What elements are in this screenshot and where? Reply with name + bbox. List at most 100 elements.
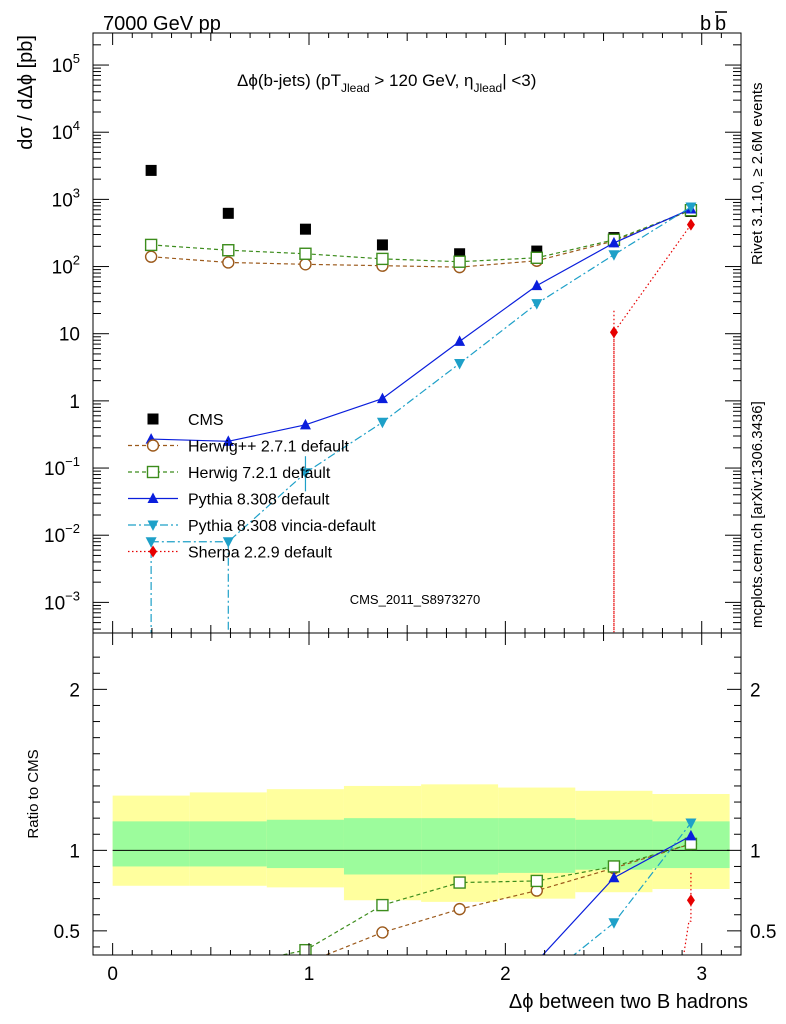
ratio-band-area bbox=[112, 784, 730, 902]
legend-marker bbox=[147, 520, 159, 531]
data-point bbox=[530, 874, 543, 888]
data-point bbox=[299, 418, 311, 430]
data-point bbox=[376, 898, 389, 912]
data-point bbox=[376, 392, 388, 404]
series-line bbox=[572, 822, 692, 955]
data-point bbox=[530, 251, 543, 264]
data-point bbox=[453, 255, 466, 268]
data-point bbox=[531, 279, 543, 291]
uncertainty-band-inner bbox=[189, 821, 267, 867]
header-right: b b bbox=[700, 11, 727, 35]
ratio-y-tick-label-right: 2 bbox=[750, 680, 761, 701]
legend-marker bbox=[146, 465, 160, 479]
legend-label: CMS bbox=[188, 412, 224, 429]
data-point bbox=[686, 218, 695, 231]
legend-marker bbox=[147, 413, 159, 425]
legend-label: Herwig 7.2.1 default bbox=[188, 465, 331, 482]
plot-title: Δϕ(b-jets) (pTJlead > 120 GeV, ηJlead| <… bbox=[237, 71, 536, 95]
data-point bbox=[144, 238, 158, 252]
data-point bbox=[377, 1006, 388, 1017]
mcplots-label: mcplots.cern.ch [arXiv:1306.3436] bbox=[749, 401, 766, 628]
data-point bbox=[531, 980, 542, 991]
series-line bbox=[324, 843, 692, 955]
ratio-series-sherpa bbox=[683, 872, 695, 955]
ratio-y-tick-label: 1 bbox=[69, 841, 80, 862]
header-left: 7000 GeV pp bbox=[103, 13, 221, 35]
ratio-y-axis-label: Ratio to CMS bbox=[25, 749, 42, 838]
data-point bbox=[376, 417, 388, 429]
series-line bbox=[541, 835, 692, 955]
legend: CMS Herwig++ 2.7.1 default Herwig 7.2.1 de… bbox=[128, 412, 376, 562]
watermark: CMS_2011_S8973270 bbox=[350, 592, 481, 607]
header-right-bbar: b bbox=[715, 13, 726, 35]
data-point bbox=[685, 818, 697, 829]
data-point bbox=[376, 239, 388, 251]
data-point bbox=[299, 468, 311, 479]
data-point bbox=[454, 1003, 465, 1014]
ratio-bands bbox=[112, 784, 730, 902]
data-point bbox=[146, 1005, 157, 1016]
data-point bbox=[377, 1005, 388, 1016]
data-point bbox=[146, 993, 157, 1004]
data-point bbox=[685, 829, 697, 841]
ratio-y-tick-label-right: 0.5 bbox=[750, 922, 776, 943]
ratio-panel: 0.5 0.5 1 1 2 2 0 1 2 3 bbox=[54, 633, 776, 1018]
data-point bbox=[223, 961, 234, 972]
data-point bbox=[299, 258, 312, 271]
data-point bbox=[144, 250, 158, 263]
data-point bbox=[454, 997, 465, 1008]
x-axis-label: Δϕ between two B hadrons bbox=[509, 991, 748, 1013]
data-point bbox=[223, 1005, 234, 1016]
data-point bbox=[453, 876, 466, 889]
y-tick-label: 10 bbox=[59, 325, 80, 346]
data-point bbox=[145, 164, 157, 176]
uncertainty-band-inner bbox=[421, 818, 499, 875]
y-tick-label: 10−3 bbox=[44, 588, 80, 614]
data-point bbox=[222, 435, 234, 446]
x-tick-label: 0 bbox=[107, 964, 118, 985]
data-point bbox=[146, 1007, 157, 1018]
uncertainty-band-inner bbox=[498, 818, 576, 873]
data-point bbox=[608, 918, 620, 929]
ratio-frame bbox=[92, 632, 742, 956]
legend-entry: Pythia 8.308 default bbox=[128, 492, 330, 509]
series-sherpa bbox=[609, 218, 695, 633]
data-point bbox=[608, 236, 620, 248]
data-point bbox=[454, 248, 466, 260]
uncertainty-band-inner bbox=[343, 818, 422, 875]
data-point bbox=[145, 537, 157, 548]
ratio-y-tick-label: 2 bbox=[69, 680, 80, 701]
ratio-series-vincia bbox=[146, 818, 697, 1018]
data-point bbox=[300, 1007, 311, 1018]
y-tick-label: 10−1 bbox=[44, 454, 80, 480]
legend-entry: Sherpa 2.2.9 default bbox=[128, 545, 333, 562]
data-point bbox=[222, 207, 234, 219]
data-point bbox=[299, 223, 311, 235]
legend-label: Pythia 8.308 default bbox=[188, 492, 330, 509]
y-tick-label: 103 bbox=[52, 185, 80, 211]
data-point bbox=[146, 997, 157, 1008]
legend-marker bbox=[147, 492, 159, 503]
main-plot-area bbox=[144, 164, 698, 633]
data-point bbox=[222, 537, 234, 548]
data-point bbox=[686, 894, 695, 907]
data-point bbox=[608, 250, 620, 261]
ratio-y-tick-label: 0.5 bbox=[54, 922, 80, 943]
legend-marker bbox=[146, 439, 160, 452]
series-line bbox=[151, 208, 692, 442]
header-right-b: b bbox=[700, 13, 711, 35]
legend-entry: Herwig 7.2.1 default bbox=[128, 465, 331, 482]
y-tick-label: 104 bbox=[52, 118, 80, 144]
y-tick-label: 102 bbox=[52, 253, 80, 279]
data-point bbox=[376, 252, 389, 266]
x-tick-label: 3 bbox=[696, 964, 707, 985]
ratio-plot-area bbox=[146, 818, 698, 1018]
data-point bbox=[685, 202, 697, 214]
legend-entry: Pythia 8.308 vincia-default bbox=[128, 518, 376, 535]
data-point bbox=[299, 247, 312, 260]
legend-label: Pythia 8.308 vincia-default bbox=[188, 518, 376, 535]
x-tick-label: 1 bbox=[304, 964, 315, 985]
data-point bbox=[453, 902, 466, 916]
